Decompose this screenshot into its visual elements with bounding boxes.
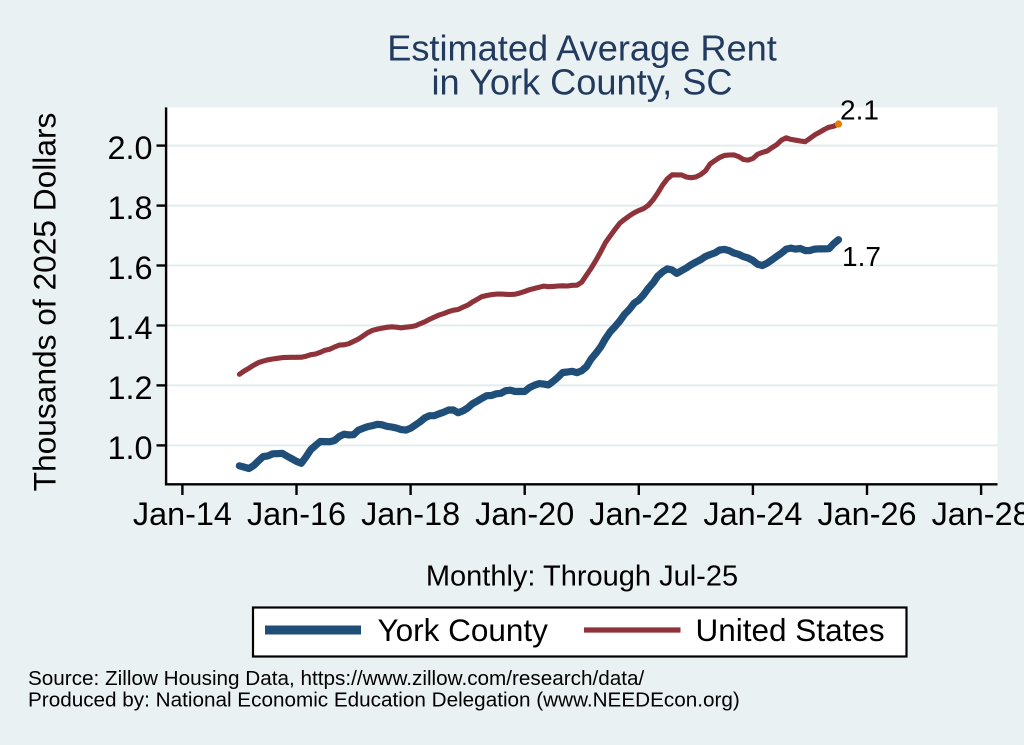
svg-text:Jan-18: Jan-18 <box>361 496 460 532</box>
svg-text:Jan-24: Jan-24 <box>703 496 802 532</box>
svg-text:2.1: 2.1 <box>840 95 879 126</box>
svg-text:1.6: 1.6 <box>107 250 152 286</box>
svg-text:Source: Zillow Housing Data, h: Source: Zillow Housing Data, https://www… <box>28 667 645 690</box>
svg-text:Estimated Average Rent: Estimated Average Rent <box>387 28 777 69</box>
svg-text:Jan-26: Jan-26 <box>817 496 916 532</box>
svg-text:Jan-22: Jan-22 <box>589 496 688 532</box>
svg-text:1.0: 1.0 <box>107 430 152 466</box>
svg-text:1.4: 1.4 <box>107 310 152 346</box>
svg-text:United States: United States <box>696 612 885 648</box>
svg-text:Produced by: National Economic: Produced by: National Economic Education… <box>28 689 740 712</box>
svg-text:2.0: 2.0 <box>107 130 152 166</box>
svg-text:1.2: 1.2 <box>107 370 152 406</box>
svg-text:Jan-28: Jan-28 <box>932 496 1024 532</box>
svg-text:Jan-16: Jan-16 <box>247 496 346 532</box>
svg-text:Monthly: Through Jul-25: Monthly: Through Jul-25 <box>426 561 738 593</box>
svg-text:Jan-20: Jan-20 <box>475 496 574 532</box>
svg-text:1.7: 1.7 <box>842 241 881 272</box>
svg-text:Thousands of 2025 Dollars: Thousands of 2025 Dollars <box>27 113 63 492</box>
svg-text:York County: York County <box>378 612 549 648</box>
svg-text:in York County, SC: in York County, SC <box>431 62 732 103</box>
svg-text:Jan-14: Jan-14 <box>133 496 232 532</box>
svg-text:1.8: 1.8 <box>107 190 152 226</box>
